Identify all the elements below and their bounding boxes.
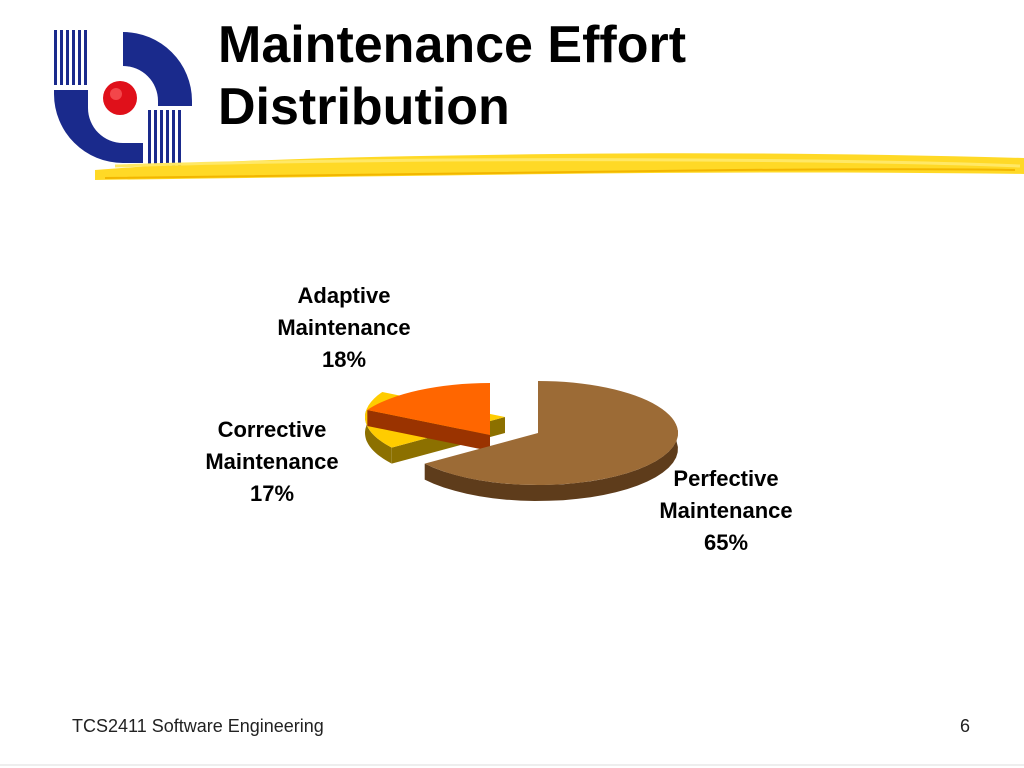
slice-label-perfective-percent: 65% (703, 530, 749, 555)
slice-label-perfective-line-2: Maintenance (659, 498, 793, 523)
slice-label-corrective-line-1: Corrective (217, 417, 327, 442)
slice-label-adaptive-line-2: Maintenance (277, 315, 411, 340)
slice-label-perfective: Perfective Maintenance 65% (626, 463, 826, 559)
slice-perfective-side (424, 425, 678, 501)
slice-perfective-top (424, 381, 679, 485)
slice-corrective-wall (367, 409, 490, 451)
slice-corrective (367, 383, 490, 451)
slide-title: Maintenance Effort Distribution (218, 14, 978, 138)
slide-title-line-2: Distribution (218, 78, 510, 136)
slice-label-corrective: Corrective Maintenance 17% (172, 414, 372, 510)
bottom-divider (0, 764, 1024, 766)
slice-adaptive-side (365, 410, 392, 464)
slice-perfective (424, 381, 679, 501)
slice-label-corrective-percent: 17% (249, 481, 295, 506)
slice-corrective-top (367, 383, 490, 435)
slice-label-corrective-line-2: Maintenance (205, 449, 339, 474)
slice-label-adaptive-percent: 18% (321, 347, 367, 372)
footer-page-number: 6 (959, 716, 970, 736)
slide-title-line-1: Maintenance Effort (218, 16, 687, 74)
university-logo-icon (54, 30, 192, 166)
footer-course-title: TCS2411 Software Engineering (72, 716, 324, 736)
slice-label-adaptive-line-1: Adaptive (297, 283, 391, 308)
slice-label-perfective-line-1: Perfective (673, 466, 779, 491)
highlighter-stroke (95, 153, 1024, 180)
slice-label-adaptive: Adaptive Maintenance 18% (244, 280, 444, 376)
